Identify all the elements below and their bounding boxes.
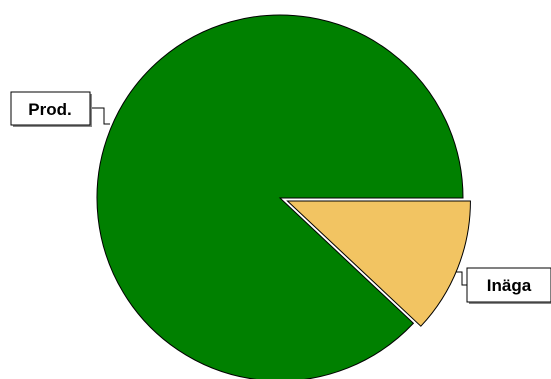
pie-slices	[96, 14, 471, 379]
pie-labels: Prod. Inäga	[10, 91, 551, 304]
pie-label-prod: Prod.	[10, 91, 110, 127]
leader-line	[456, 271, 467, 286]
pie-slice-prod	[96, 14, 464, 379]
pie-slice-inäga	[286, 200, 471, 327]
label-box	[10, 91, 91, 126]
slice-label-text: Inäga	[487, 276, 532, 295]
leader-line	[90, 107, 110, 125]
slice-label-text: Prod.	[28, 100, 71, 119]
label-box	[466, 267, 551, 303]
pie-label-inäga: Inäga	[456, 267, 551, 304]
